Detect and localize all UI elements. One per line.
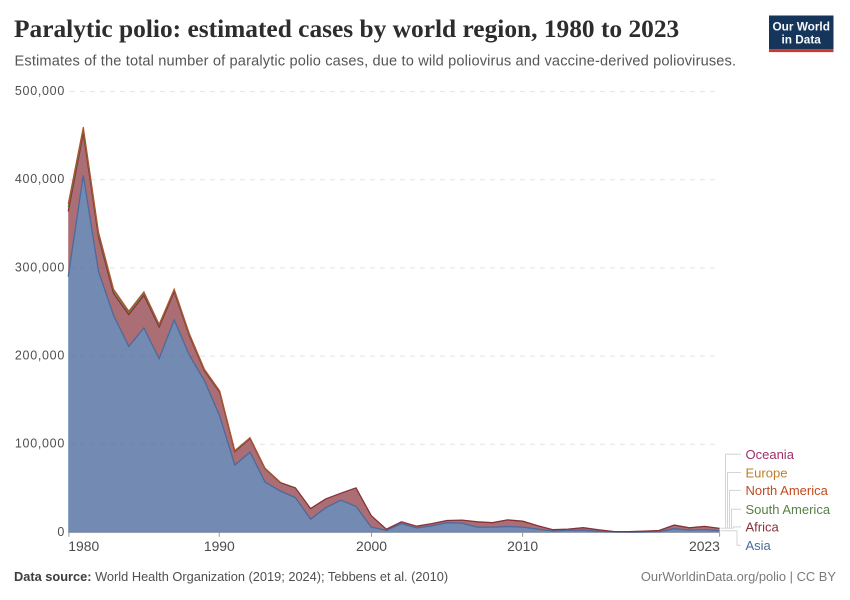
svg-text:Our World: Our World [772, 20, 829, 34]
svg-text:Oceania: Oceania [746, 447, 795, 462]
svg-text:Paralytic polio: estimated cas: Paralytic polio: estimated cases by worl… [14, 15, 679, 43]
svg-text:1980: 1980 [68, 538, 99, 554]
svg-text:2023: 2023 [689, 538, 720, 554]
svg-text:Europe: Europe [746, 465, 788, 480]
svg-text:North America: North America [746, 483, 829, 498]
svg-text:500,000: 500,000 [15, 84, 65, 98]
svg-text:200,000: 200,000 [15, 349, 65, 363]
svg-text:in Data: in Data [782, 33, 822, 47]
svg-text:Africa: Africa [746, 520, 780, 535]
svg-text:1990: 1990 [204, 538, 235, 554]
svg-text:Asia: Asia [746, 538, 772, 553]
svg-text:100,000: 100,000 [15, 437, 65, 451]
svg-text:South America: South America [746, 502, 831, 517]
svg-text:2010: 2010 [507, 538, 538, 554]
svg-text:400,000: 400,000 [15, 172, 65, 186]
svg-text:300,000: 300,000 [15, 260, 65, 274]
svg-text:OurWorldinData.org/polio | CC: OurWorldinData.org/polio | CC BY [641, 569, 837, 584]
svg-text:Data source: World Health Orga: Data source: World Health Organization (… [14, 569, 448, 584]
svg-text:2000: 2000 [356, 538, 387, 554]
svg-text:Estimates of the total number: Estimates of the total number of paralyt… [15, 54, 737, 70]
svg-text:0: 0 [57, 525, 65, 539]
